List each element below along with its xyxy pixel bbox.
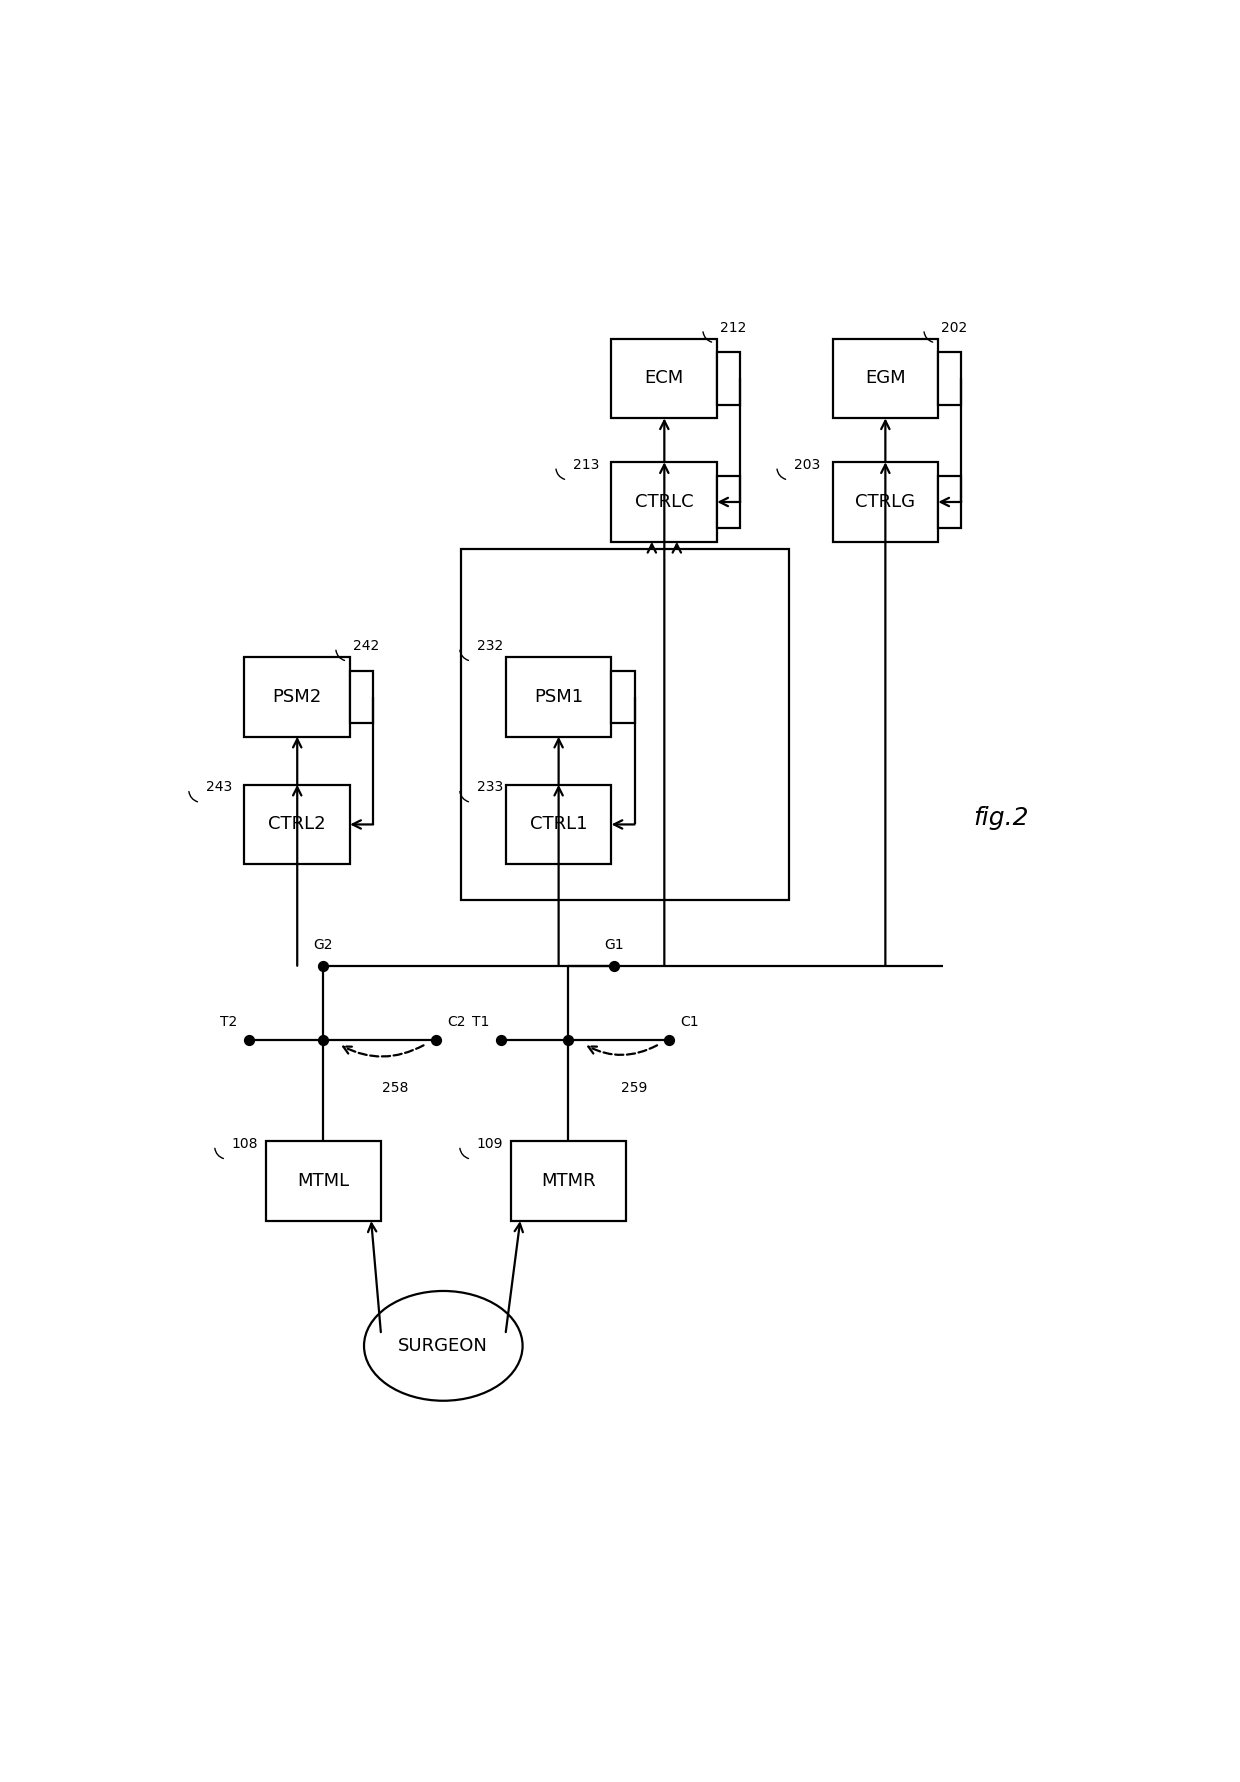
Point	[239, 1026, 259, 1055]
Text: G1: G1	[605, 937, 624, 952]
FancyBboxPatch shape	[939, 476, 961, 527]
Text: PSM1: PSM1	[534, 688, 583, 706]
Text: CTRLG: CTRLG	[856, 494, 915, 511]
Text: G2: G2	[314, 937, 332, 952]
Text: 233: 233	[477, 781, 503, 795]
Text: MTML: MTML	[298, 1173, 350, 1190]
FancyBboxPatch shape	[717, 353, 740, 405]
FancyBboxPatch shape	[460, 549, 789, 900]
Point	[491, 1026, 511, 1055]
FancyBboxPatch shape	[506, 658, 611, 736]
Text: 213: 213	[573, 458, 599, 472]
Point	[660, 1026, 680, 1055]
Point	[558, 1026, 578, 1055]
FancyBboxPatch shape	[511, 1142, 626, 1221]
Text: CTRLC: CTRLC	[635, 494, 693, 511]
FancyBboxPatch shape	[611, 462, 717, 542]
FancyBboxPatch shape	[611, 339, 717, 419]
FancyBboxPatch shape	[939, 353, 961, 405]
FancyBboxPatch shape	[350, 670, 373, 723]
Point	[425, 1026, 445, 1055]
Text: 232: 232	[477, 640, 503, 652]
Text: 108: 108	[232, 1137, 258, 1151]
Text: fig.2: fig.2	[973, 805, 1028, 830]
Text: 212: 212	[720, 321, 746, 335]
Text: SURGEON: SURGEON	[398, 1336, 489, 1354]
FancyBboxPatch shape	[244, 658, 350, 736]
Text: 203: 203	[794, 458, 821, 472]
Text: 259: 259	[621, 1082, 647, 1094]
FancyBboxPatch shape	[611, 670, 635, 723]
Text: T2: T2	[221, 1016, 238, 1028]
Text: PSM2: PSM2	[273, 688, 322, 706]
Text: 202: 202	[941, 321, 967, 335]
FancyBboxPatch shape	[832, 339, 939, 419]
Text: MTMR: MTMR	[541, 1173, 595, 1190]
FancyBboxPatch shape	[832, 462, 939, 542]
FancyBboxPatch shape	[265, 1142, 381, 1221]
Text: T1: T1	[472, 1016, 490, 1028]
FancyBboxPatch shape	[717, 476, 740, 527]
Ellipse shape	[365, 1290, 522, 1401]
Text: 242: 242	[353, 640, 379, 652]
Text: CTRL2: CTRL2	[268, 816, 326, 834]
Text: CTRL1: CTRL1	[529, 816, 588, 834]
Point	[314, 1026, 334, 1055]
Text: ECM: ECM	[645, 369, 684, 387]
Text: EGM: EGM	[866, 369, 905, 387]
Point	[604, 952, 624, 980]
Text: 243: 243	[206, 781, 232, 795]
Text: C1: C1	[681, 1016, 699, 1028]
Text: C2: C2	[448, 1016, 466, 1028]
Point	[314, 952, 334, 980]
FancyBboxPatch shape	[506, 784, 611, 864]
FancyBboxPatch shape	[244, 784, 350, 864]
Text: 258: 258	[382, 1082, 408, 1094]
Text: 109: 109	[477, 1137, 503, 1151]
